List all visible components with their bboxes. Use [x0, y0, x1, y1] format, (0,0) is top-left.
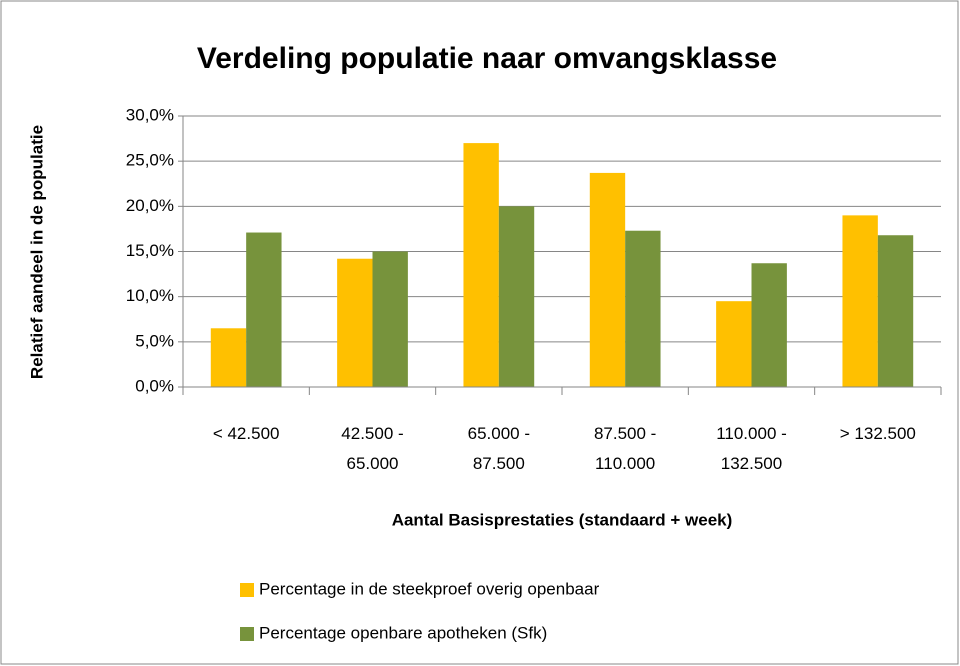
x-tick-label: > 132.500 — [839, 424, 916, 443]
bar — [716, 301, 752, 387]
bar — [372, 251, 408, 387]
y-tick-label: 15,0% — [126, 241, 174, 260]
bar — [246, 232, 282, 387]
y-tick-label: 10,0% — [126, 286, 174, 305]
x-axis-label: Aantal Basisprestaties (standaard + week… — [392, 510, 733, 529]
y-tick-label: 20,0% — [126, 196, 174, 215]
x-tick-label: 87.500 - 110.000 — [593, 424, 657, 473]
legend-swatch — [240, 627, 254, 641]
bar — [625, 230, 661, 387]
y-axis-label: Relatief aandeel in de populatie — [27, 125, 46, 379]
x-tick-label: 110.000 - 132.500 — [716, 424, 787, 473]
legend-label: Percentage openbare apotheken (Sfk) — [259, 623, 547, 642]
bar — [751, 263, 787, 387]
chart-title: Verdeling populatie naar omvangsklasse — [197, 42, 777, 75]
bar — [842, 215, 878, 387]
bar — [337, 258, 373, 387]
bar — [463, 143, 499, 387]
x-tick-label: < 42.500 — [212, 424, 280, 443]
legend-swatch — [240, 583, 254, 597]
bar — [498, 206, 535, 387]
bar — [210, 328, 247, 387]
y-tick-label: 0,0% — [135, 376, 174, 395]
x-tick-label: 42.500 - 65.000 — [341, 424, 404, 473]
bar — [877, 235, 914, 387]
legend-label: Percentage in de steekproef overig openb… — [259, 579, 600, 598]
x-tick-label: 65.000 - 87.500 — [467, 424, 531, 473]
y-tick-label: 30,0% — [126, 105, 174, 124]
y-tick-label: 25,0% — [126, 151, 174, 170]
bar — [589, 172, 626, 387]
y-tick-label: 5,0% — [135, 331, 174, 350]
